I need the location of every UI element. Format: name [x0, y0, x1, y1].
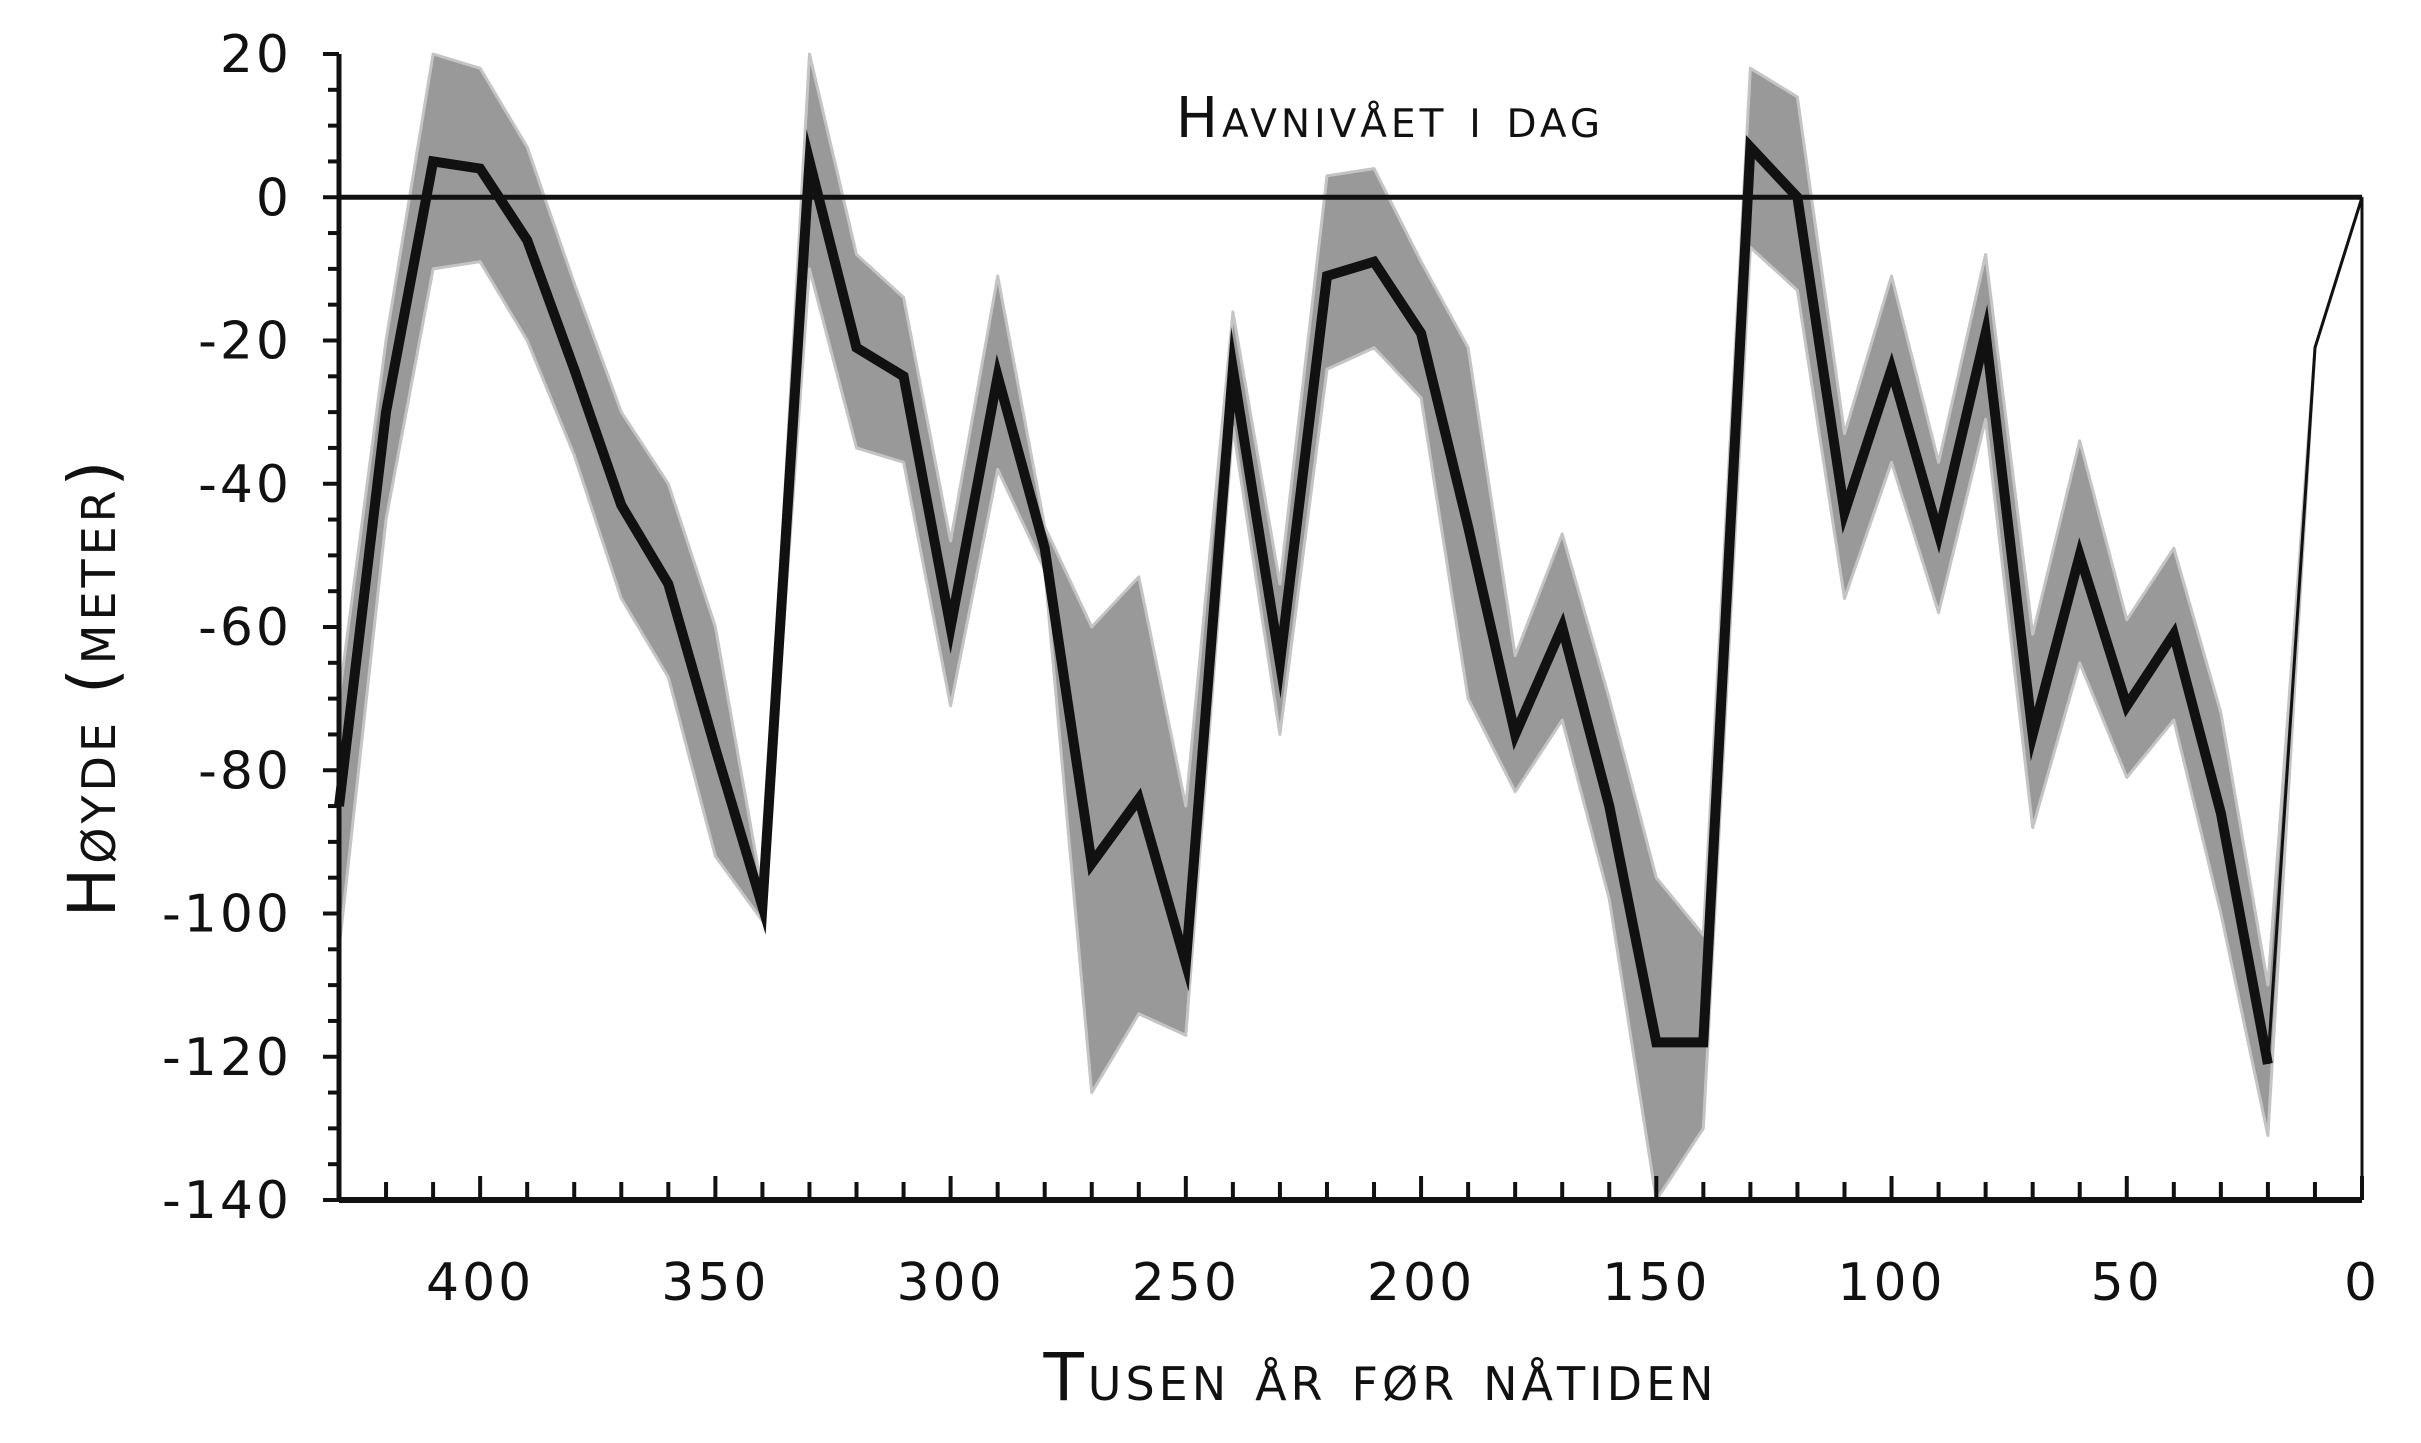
axes-layer [323, 52, 2364, 1203]
x-tick-label: 400 [426, 1253, 534, 1313]
y-tick-label: -60 [198, 598, 292, 658]
x-tick-label: 250 [1132, 1253, 1240, 1313]
y-tick-label: -140 [162, 1171, 292, 1231]
x-tick-label: 300 [896, 1253, 1004, 1313]
y-tick-label: 20 [220, 25, 292, 85]
y-tick-label: -20 [198, 312, 292, 372]
y-tick-label: -80 [198, 741, 292, 801]
y-tick-label: -40 [198, 455, 292, 515]
x-tick-label: 200 [1367, 1253, 1475, 1313]
x-tick-label: 50 [2091, 1253, 2163, 1313]
y-axis-title: Høyde (meter) [54, 457, 131, 918]
y-tick-label: -120 [162, 1028, 292, 1088]
y-tick-label: -100 [162, 885, 292, 945]
present-sea-level-annotation: Havnivået i dag [1176, 86, 1604, 151]
x-tick-label: 150 [1602, 1253, 1710, 1313]
x-tick-label: 0 [2344, 1253, 2380, 1313]
sea-level-line-recent [2266, 196, 2364, 1064]
sea-level-line [334, 129, 2273, 1065]
y-tick-label: 0 [256, 168, 292, 228]
x-tick-label: 100 [1837, 1253, 1945, 1313]
x-tick-label: 350 [661, 1253, 769, 1313]
x-axis-title: Tusen år før nåtiden [1042, 1339, 1717, 1416]
sea-level-line-layer [334, 129, 2364, 1065]
